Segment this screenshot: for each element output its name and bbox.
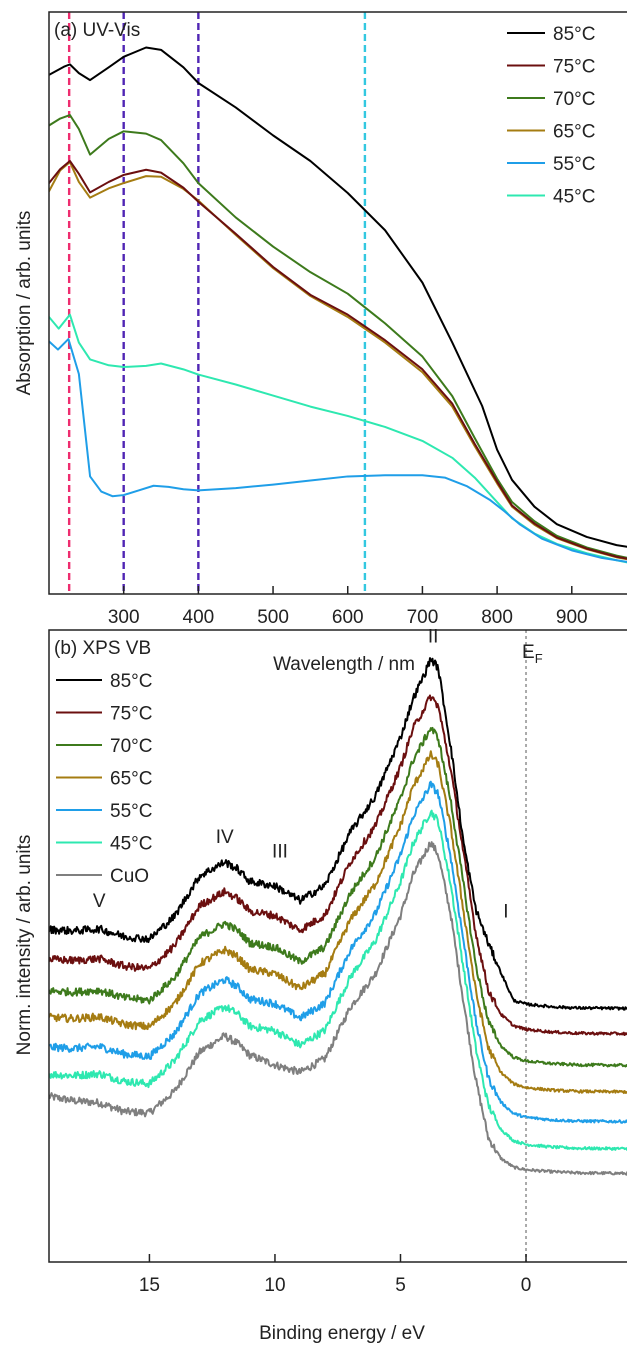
uv-vis-plot-area — [49, 12, 627, 594]
xps-vb-plot-area — [49, 630, 627, 1262]
xps-vb-panel-label: (b) XPS VB — [54, 638, 151, 659]
xps-vb-legend-item-cuo: CuO — [56, 866, 149, 887]
xps-vb-legend-label: 75°C — [110, 704, 152, 725]
uv-vis-legend-label: 65°C — [553, 122, 595, 143]
uv-vis-plot-frame — [48, 11, 627, 595]
xps-vb-series-65-c — [49, 750, 627, 1095]
uv-vis-y-axis-label: Absorption / arb. units — [14, 211, 35, 396]
xps-vb-legend-item-75-c: 75°C — [56, 704, 152, 725]
xps-vb-series-cuo — [49, 841, 627, 1176]
uv-vis-x-tick-label-400: 400 — [183, 607, 215, 628]
uv-vis-x-tick-label-600: 600 — [332, 607, 364, 628]
xps-vb-peak-label-iii: III — [272, 842, 288, 863]
xps-vb-legend-label: 55°C — [110, 801, 152, 822]
uv-vis-series-55-c — [49, 338, 627, 563]
xps-vb-x-tick-label-0: 0 — [521, 1275, 532, 1296]
fermi-level-symbol: E — [522, 642, 535, 663]
uv-vis-legend-label: 45°C — [553, 187, 595, 208]
uv-vis-x-tick-label-300: 300 — [108, 607, 140, 628]
uv-vis-legend-label: 85°C — [553, 24, 595, 45]
xps-vb-peak-label-v: V — [93, 891, 106, 912]
uv-vis-legend-item-45-c: 45°C — [507, 187, 595, 208]
xps-vb-series-45-c — [49, 809, 627, 1152]
uv-vis-legend-label: 55°C — [553, 154, 595, 175]
xps-vb-legend-label: 65°C — [110, 769, 152, 790]
uv-vis-x-ticks: 300 400 500 600 700 800 900 — [108, 586, 588, 628]
xps-vb-legend: 85°C 75°C 70°C 65°C 55°C 45°C CuO — [56, 671, 152, 887]
uv-vis-legend-item-65-c: 65°C — [507, 122, 595, 143]
xps-vb-legend-label: 85°C — [110, 671, 152, 692]
uv-vis-series-65-c — [49, 161, 627, 561]
xps-vb-peak-label-i: I — [503, 902, 508, 923]
xps-vb-x-axis-label: Binding energy / eV — [259, 1323, 425, 1344]
uv-vis-legend-item-75-c: 75°C — [507, 57, 595, 78]
xps-vb-legend-label: 45°C — [110, 834, 152, 855]
xps-vb-legend-item-65-c: 65°C — [56, 769, 152, 790]
xps-vb-series-85-c — [49, 657, 627, 1011]
xps-vb-legend-label: CuO — [110, 866, 149, 887]
uv-vis-series-70-c — [49, 114, 627, 559]
uv-vis-legend-label: 70°C — [553, 89, 595, 110]
xps-vb-legend-item-70-c: 70°C — [56, 736, 152, 757]
xps-vb-x-tick-label-5: 5 — [395, 1275, 406, 1296]
xps-vb-x-tick-label-15: 15 — [139, 1275, 160, 1296]
xps-vb-legend-item-85-c: 85°C — [56, 671, 152, 692]
xps-vb-series-70-c — [49, 726, 627, 1068]
fermi-level-label: EF — [522, 642, 543, 666]
xps-vb-series-75-c — [49, 694, 627, 1037]
uv-vis-panel: 300 400 500 600 700 800 900 (a) UV-Vis 85°C 75°… — [14, 11, 627, 675]
xps-vb-panel: 15 10 5 0 (b) XPS VB 85°C 75°C 70°C 65°C 55°C 45… — [14, 627, 627, 1344]
xps-vb-x-tick-label-10: 10 — [264, 1275, 285, 1296]
uv-vis-panel-label: (a) UV-Vis — [54, 20, 140, 41]
uv-vis-x-tick-label-700: 700 — [407, 607, 439, 628]
uv-vis-x-tick-label-900: 900 — [556, 607, 588, 628]
xps-vb-peak-label-iv: IV — [216, 827, 234, 848]
uv-vis-x-tick-label-800: 800 — [481, 607, 513, 628]
uv-vis-legend-item-70-c: 70°C — [507, 89, 595, 110]
uv-vis-x-tick-label-500: 500 — [257, 607, 289, 628]
uv-vis-series-85-c — [49, 46, 627, 548]
uv-vis-legend: 85°C 75°C 70°C 65°C 55°C 45°C — [507, 24, 595, 208]
xps-vb-plot-frame — [48, 629, 627, 1263]
xps-vb-legend-item-45-c: 45°C — [56, 834, 152, 855]
xps-vb-peak-label-ii: II — [428, 627, 439, 648]
uv-vis-x-axis-label: Wavelength / nm — [273, 654, 415, 675]
fermi-level-subscript: F — [535, 651, 543, 666]
uv-vis-legend-label: 75°C — [553, 57, 595, 78]
xps-vb-y-axis-label: Norm. intensity / arb. units — [14, 835, 35, 1056]
xps-vb-x-ticks: 15 10 5 0 — [139, 1254, 531, 1296]
xps-vb-legend-label: 70°C — [110, 736, 152, 757]
uv-vis-series-75-c — [49, 159, 627, 560]
uv-vis-legend-item-85-c: 85°C — [507, 24, 595, 45]
xps-vb-series-55-c — [49, 780, 627, 1124]
xps-vb-legend-item-55-c: 55°C — [56, 801, 152, 822]
uv-vis-legend-item-55-c: 55°C — [507, 154, 595, 175]
